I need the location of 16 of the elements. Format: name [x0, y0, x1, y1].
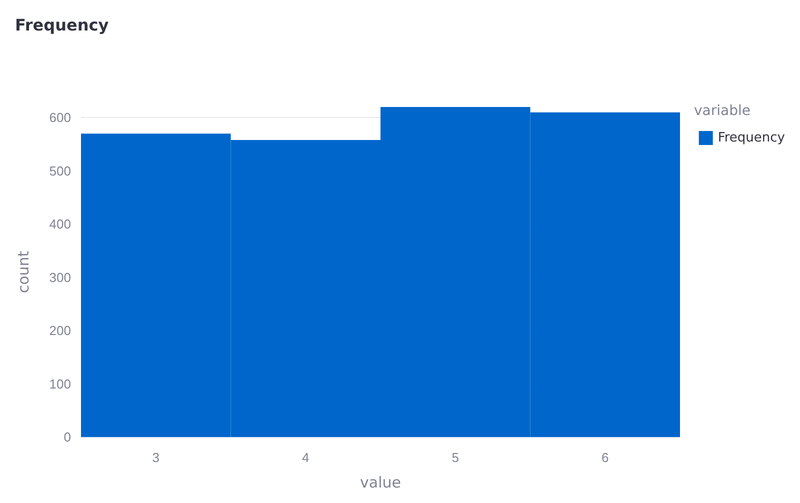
y-tick-label: 0 — [64, 430, 71, 444]
x-axis-title: value — [360, 474, 401, 492]
y-tick-label: 500 — [49, 163, 71, 178]
legend-label: Frequency — [718, 130, 786, 146]
x-tick-label: 3 — [152, 450, 160, 465]
y-tick-label: 400 — [49, 216, 71, 232]
legend-title: variable — [694, 103, 750, 119]
x-tick-label: 6 — [602, 450, 609, 465]
chart-title: Frequency — [15, 16, 110, 34]
y-tick-label: 600 — [49, 110, 71, 126]
y-tick-label: 100 — [49, 376, 71, 392]
y-axis-title: count — [14, 250, 32, 294]
x-tick-label: 5 — [452, 450, 459, 465]
x-tick-label: 4 — [302, 450, 310, 465]
y-tick-label: 300 — [49, 270, 71, 285]
y-tick-label: 200 — [49, 323, 71, 338]
